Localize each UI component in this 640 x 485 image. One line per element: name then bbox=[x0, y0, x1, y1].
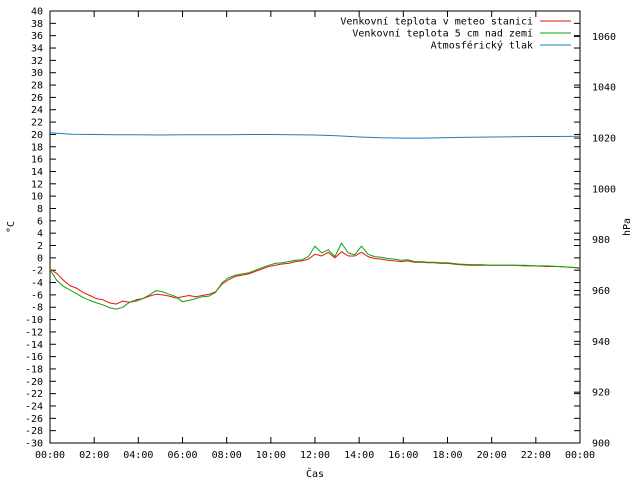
x-tick-label: 00:00 bbox=[35, 450, 65, 461]
x-tick-label: 16:00 bbox=[388, 450, 418, 461]
y-tick-label: -12 bbox=[25, 327, 43, 338]
x-tick-label: 10:00 bbox=[256, 450, 286, 461]
y-tick-label: 16 bbox=[31, 155, 43, 166]
y-tick-label: 0 bbox=[37, 253, 43, 264]
y2-tick-label: 1040 bbox=[592, 83, 616, 94]
x-axis-label: Čas bbox=[306, 467, 324, 480]
y-tick-label: -10 bbox=[25, 315, 43, 326]
y-tick-label: 18 bbox=[31, 142, 43, 153]
y-tick-label: -2 bbox=[31, 266, 43, 277]
series-line-0 bbox=[49, 251, 581, 305]
x-tick-label: 00:00 bbox=[565, 450, 595, 461]
y2-tick-label: 1060 bbox=[592, 32, 616, 43]
series-line-2 bbox=[49, 132, 581, 139]
plot-frame bbox=[49, 10, 581, 444]
y-tick-label: 2 bbox=[37, 241, 43, 252]
y-tick-label: -6 bbox=[31, 290, 43, 301]
y-tick-label: 20 bbox=[31, 130, 43, 141]
y2-tick-label: 960 bbox=[592, 286, 610, 297]
y-tick-label: -4 bbox=[31, 278, 43, 289]
y-tick-label: -20 bbox=[25, 377, 43, 388]
y2-tick-label: 920 bbox=[592, 388, 610, 399]
y-tick-label: 8 bbox=[37, 204, 43, 215]
x-tick-label: 04:00 bbox=[123, 450, 153, 461]
x-tick-label: 12:00 bbox=[300, 450, 330, 461]
y-tick-label: -8 bbox=[31, 303, 43, 314]
y-tick-label: 26 bbox=[31, 93, 43, 104]
y-tick-label: 14 bbox=[31, 167, 43, 178]
legend-label: Atmosférický tlak bbox=[431, 40, 533, 52]
x-tick-label: 20:00 bbox=[477, 450, 507, 461]
y-tick-label: 40 bbox=[31, 7, 43, 18]
y-tick-label: 6 bbox=[37, 216, 43, 227]
y-axis-label: °C bbox=[6, 221, 17, 233]
y2-tick-label: 940 bbox=[592, 337, 610, 348]
y-tick-label: -14 bbox=[25, 340, 43, 351]
y-tick-label: 36 bbox=[31, 31, 43, 42]
y-tick-label: 24 bbox=[31, 105, 43, 116]
x-tick-label: 14:00 bbox=[344, 450, 374, 461]
y-tick-label: 10 bbox=[31, 192, 43, 203]
legend-label: Venkovní teplota 5 cm nad zemí bbox=[352, 28, 533, 40]
y-tick-label: 22 bbox=[31, 118, 43, 129]
y-tick-label: 32 bbox=[31, 56, 43, 67]
y-tick-label: -16 bbox=[25, 352, 43, 363]
x-tick-label: 06:00 bbox=[167, 450, 197, 461]
series-lines bbox=[49, 132, 581, 310]
axis-ticks: 4038363432302826242220181614121086420-2-… bbox=[25, 7, 616, 462]
y-tick-label: -30 bbox=[25, 439, 43, 450]
y2-axis-label: hPa bbox=[622, 218, 633, 236]
y2-tick-label: 900 bbox=[592, 439, 610, 450]
x-tick-label: 22:00 bbox=[521, 450, 551, 461]
y2-tick-label: 1020 bbox=[592, 134, 616, 145]
y2-tick-label: 980 bbox=[592, 235, 610, 246]
legend-label: Venkovní teplota v meteo stanici bbox=[340, 16, 533, 28]
y-tick-label: -28 bbox=[25, 426, 43, 437]
x-tick-label: 02:00 bbox=[79, 450, 109, 461]
y-tick-label: -22 bbox=[25, 389, 43, 400]
y-tick-label: 30 bbox=[31, 68, 43, 79]
y-tick-label: 12 bbox=[31, 179, 43, 190]
y2-tick-label: 1000 bbox=[592, 184, 616, 195]
series-line-1 bbox=[49, 242, 581, 310]
y-tick-label: 34 bbox=[31, 44, 43, 55]
y-tick-label: -18 bbox=[25, 364, 43, 375]
x-tick-label: 18:00 bbox=[432, 450, 462, 461]
x-tick-label: 08:00 bbox=[212, 450, 242, 461]
y-tick-label: 4 bbox=[37, 229, 43, 240]
y-tick-label: 28 bbox=[31, 81, 43, 92]
legend: Venkovní teplota v meteo staniciVenkovní… bbox=[340, 16, 571, 52]
y-tick-label: 38 bbox=[31, 19, 43, 30]
y-tick-label: -26 bbox=[25, 414, 43, 425]
y-tick-label: -24 bbox=[25, 401, 43, 412]
